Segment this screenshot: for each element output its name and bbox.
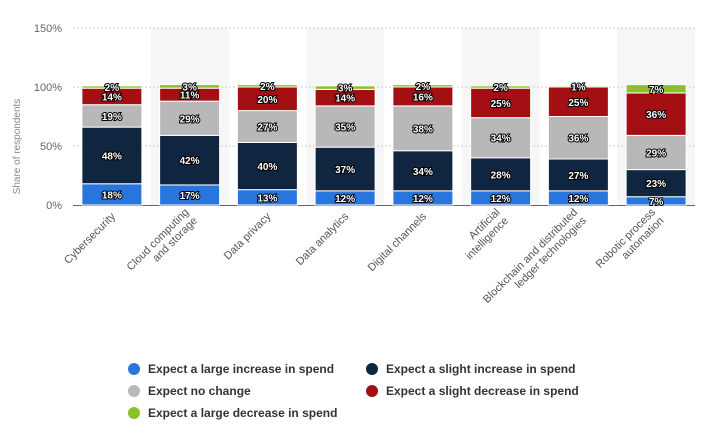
data-label: 48% <box>102 151 122 162</box>
bar-segment <box>159 84 221 89</box>
y-axis-label: Share of respondents <box>12 99 23 195</box>
bar-segment <box>547 116 609 160</box>
legend-marker-icon <box>128 385 140 397</box>
data-label: 1% <box>571 82 586 93</box>
data-label: 42% <box>180 156 200 167</box>
legend-item[interactable]: Expect a large decrease in spend <box>128 406 337 420</box>
bar-segment <box>470 117 532 159</box>
y-tick-label: 50% <box>40 141 62 153</box>
bar-segment <box>625 92 687 136</box>
data-label: 14% <box>102 92 122 103</box>
bar-segment <box>392 84 454 88</box>
data-label: 23% <box>646 179 666 190</box>
bar-segment <box>625 134 687 171</box>
stacked-bar-chart: 0% 50% 100% 150% Share of respondents 18% 48% 1… <box>12 23 695 306</box>
data-label: 36% <box>646 110 666 121</box>
bar-segment <box>470 85 532 89</box>
data-label: 2% <box>416 82 431 93</box>
data-label: 12% <box>491 194 511 205</box>
legend-item[interactable]: Expect no change <box>128 384 251 398</box>
data-label: 12% <box>335 194 355 205</box>
data-label: 25% <box>491 99 511 110</box>
y-tick-label: 0% <box>46 200 62 212</box>
bar-segment <box>314 105 376 148</box>
data-label: 16% <box>413 92 433 103</box>
legend-label: Expect a slight increase in spend <box>386 362 576 376</box>
y-tick-label: 150% <box>34 23 62 35</box>
data-label: 3% <box>182 82 197 93</box>
legend-marker-icon <box>128 363 140 375</box>
data-label: 2% <box>493 83 508 94</box>
bar-segment <box>547 86 609 117</box>
data-label: 14% <box>335 94 355 105</box>
x-tick-label: Digital channels <box>366 210 430 274</box>
data-label: 25% <box>568 98 588 109</box>
x-tick-label: Cloud computingand storage <box>125 206 200 281</box>
data-label: 12% <box>413 194 433 205</box>
data-label: 29% <box>180 114 200 125</box>
x-tick-label: Artificialintelligence <box>455 206 511 262</box>
bar-segment <box>392 105 454 152</box>
bar-segment <box>236 84 298 88</box>
data-label: 7% <box>649 197 664 208</box>
data-label: 2% <box>105 83 120 94</box>
x-tick-label: Data analytics <box>294 210 352 268</box>
data-label: 3% <box>338 84 353 95</box>
legend-marker-icon <box>128 407 140 419</box>
legend-label: Expect a large increase in spend <box>148 362 335 376</box>
legend-label: Expect a large decrease in spend <box>148 406 338 420</box>
data-label: 7% <box>649 85 664 96</box>
data-label: 17% <box>180 191 200 202</box>
x-tick-label: Robotic processautomation <box>594 206 667 279</box>
x-tick-label: Data privacy <box>222 210 274 262</box>
y-tick-label: 100% <box>34 82 62 94</box>
data-label: 2% <box>260 82 275 93</box>
legend-item[interactable]: Expect a slight increase in spend <box>366 362 575 376</box>
data-label: 20% <box>257 95 277 106</box>
data-label: 27% <box>257 123 277 134</box>
bar-segment <box>625 84 687 94</box>
bar-segment <box>81 126 143 185</box>
bar-segment <box>81 85 143 89</box>
data-label: 12% <box>568 194 588 205</box>
x-tick-label: Cybersecurity <box>62 210 118 266</box>
data-label: 34% <box>491 134 511 145</box>
data-label: 29% <box>646 148 666 159</box>
data-label: 19% <box>102 112 122 123</box>
data-label: 35% <box>335 123 355 134</box>
bar-segment <box>547 85 609 88</box>
bar-segment <box>314 85 376 90</box>
data-label: 27% <box>568 171 588 182</box>
bar-segment <box>547 158 609 192</box>
data-label: 37% <box>335 165 355 176</box>
bar-segment <box>392 150 454 192</box>
legend-label: Expect no change <box>148 384 251 398</box>
legend-marker-icon <box>366 385 378 397</box>
data-label: 11% <box>180 91 200 102</box>
legend-item[interactable]: Expect a large increase in spend <box>128 362 334 376</box>
bar-segment <box>314 146 376 192</box>
data-label: 18% <box>102 190 122 201</box>
data-label: 34% <box>413 167 433 178</box>
data-label: 40% <box>257 162 277 173</box>
data-label: 13% <box>257 193 277 204</box>
bar-segment <box>236 141 298 191</box>
data-label: 28% <box>491 170 511 181</box>
legend-marker-icon <box>366 363 378 375</box>
legend-item[interactable]: Expect a slight decrease in spend <box>366 384 579 398</box>
legend-label: Expect a slight decrease in spend <box>386 384 579 398</box>
bar-segment <box>159 100 221 136</box>
data-label: 36% <box>568 134 588 145</box>
bar-segment <box>159 134 221 186</box>
data-label: 38% <box>413 124 433 135</box>
